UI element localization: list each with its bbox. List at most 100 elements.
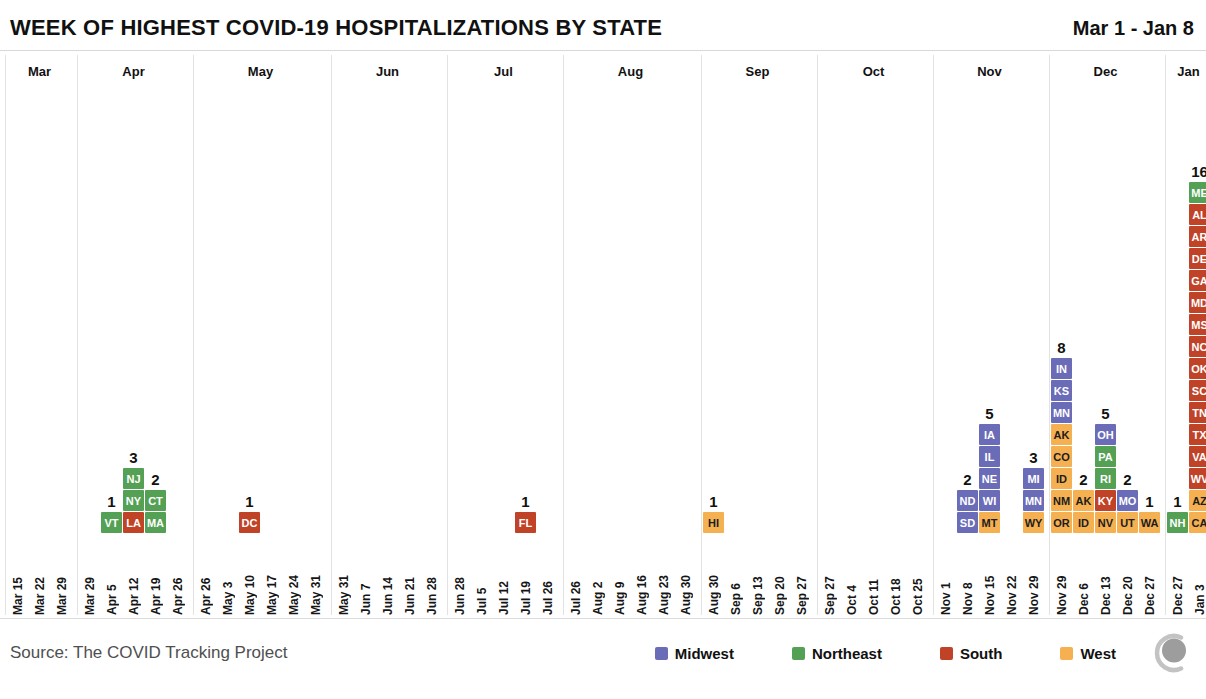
week-tick-zone: Aug 30: [675, 533, 696, 615]
month-label: Sep: [703, 55, 812, 85]
week-tick-label: May 10: [243, 540, 257, 615]
state-square-nv: NV: [1095, 512, 1116, 533]
week-tick-zone: Sep 27: [819, 533, 840, 615]
column-plot: [907, 85, 928, 533]
state-square-ky: KY: [1095, 490, 1116, 511]
chart-footer: Source: The COVID Tracking Project Midwe…: [0, 619, 1206, 674]
week-column: Jun 14: [377, 85, 398, 615]
week-columns: Mar 15 Mar 22Mar 29: [7, 85, 72, 615]
legend-label: Northeast: [812, 645, 882, 662]
week-columns: Apr 26May 31DCMay 10May 17May 24May 31: [195, 85, 326, 615]
week-tick-label: May 31: [337, 540, 351, 615]
column-plot: 3NJNYLA: [123, 85, 144, 533]
week-tick-zone: Mar 29: [51, 533, 72, 615]
column-plot: 1FL: [515, 85, 536, 533]
week-tick-zone: Sep 20: [769, 533, 790, 615]
timeline-chart: MarMar 15Mar 22Mar 29AprMar 291VTApr 53N…: [0, 51, 1206, 615]
week-tick-zone: Nov 15: [979, 533, 1000, 615]
week-tick-label: Jul 26: [569, 540, 583, 615]
week-column: 8INKSMNAKCOIDNMORNov 29: [1051, 85, 1072, 615]
column-plot: [305, 85, 326, 533]
week-tick-label: Sep 27: [823, 540, 837, 615]
week-column: Jun 7: [355, 85, 376, 615]
week-column: 5OHPARIKYNVDec 13: [1095, 85, 1116, 615]
week-tick-zone: Oct 4: [841, 533, 862, 615]
state-square-ut: UT: [1117, 512, 1138, 533]
week-tick-zone: May 3: [217, 533, 238, 615]
month-panel-oct: OctSep 27Oct 4Oct 11Oct 18Oct 25: [817, 55, 929, 615]
state-square-oh: OH: [1095, 424, 1116, 445]
column-count-label: 5: [985, 404, 993, 423]
column-plot: 3MIMNWY: [1023, 85, 1044, 533]
region-legend: MidwestNortheastSouthWest: [655, 645, 1116, 662]
week-tick-label: Apr 26: [171, 540, 185, 615]
state-square-ar: AR: [1189, 226, 1206, 247]
month-label: Dec: [1051, 55, 1160, 85]
month-label: Jun: [333, 55, 442, 85]
week-tick-label: May 17: [265, 540, 279, 615]
legend-swatch-south: [940, 647, 953, 660]
month-panel-may: MayApr 26May 31DCMay 10May 17May 24May 3…: [193, 55, 327, 615]
column-plot: [791, 85, 812, 533]
week-column: May 31: [305, 85, 326, 615]
state-square-ny: NY: [123, 490, 144, 511]
column-count-label: 1: [1145, 492, 1153, 511]
column-plot: [7, 85, 28, 533]
week-tick-zone: Jan 3: [1189, 533, 1206, 615]
week-tick-zone: Jul 19: [515, 533, 536, 615]
week-column: Oct 25: [907, 85, 928, 615]
week-column: 1WADec 27: [1139, 85, 1160, 615]
column-count-label: 1: [709, 492, 717, 511]
column-plot: [283, 85, 304, 533]
week-tick-zone: Jun 7: [355, 533, 376, 615]
week-tick-label: Nov 29: [1055, 540, 1069, 615]
week-column: Sep 27: [819, 85, 840, 615]
state-square-ct: CT: [145, 490, 166, 511]
week-tick-label: Dec 27: [1143, 540, 1157, 615]
column-count-label: 2: [963, 470, 971, 489]
week-tick-label: May 31: [309, 540, 323, 615]
week-tick-label: Dec 6: [1077, 540, 1091, 615]
week-column: Apr 26: [195, 85, 216, 615]
week-tick-zone: Jun 28: [421, 533, 442, 615]
column-plot: 2CTMA: [145, 85, 166, 533]
date-range-label: Mar 1 - Jan 8: [1073, 17, 1194, 40]
state-square-ak: AK: [1073, 490, 1094, 511]
week-tick-zone: Dec 13: [1095, 533, 1116, 615]
week-column: Oct 11: [863, 85, 884, 615]
column-plot: [609, 85, 630, 533]
month-label: May: [195, 55, 326, 85]
week-tick-zone: Mar 15: [7, 533, 28, 615]
week-column: May 31: [333, 85, 354, 615]
state-square-mt: MT: [979, 512, 1000, 533]
week-column: Jun 21: [399, 85, 420, 615]
week-tick-zone: Jul 5: [471, 533, 492, 615]
week-column: Aug 2: [587, 85, 608, 615]
week-tick-zone: Mar 22: [29, 533, 50, 615]
week-columns: 1NHDec 2716MEALARDEGAMDMSNCOKSCTNTXVAWVA…: [1167, 85, 1206, 615]
week-columns: Nov 12NDSDNov 85IAILNEWIMTNov 15Nov 223M…: [935, 85, 1044, 615]
chart-header: WEEK OF HIGHEST COVID-19 HOSPITALIZATION…: [0, 0, 1206, 51]
week-tick-zone: Apr 5: [101, 533, 122, 615]
week-tick-zone: May 10: [239, 533, 260, 615]
week-tick-label: Oct 4: [845, 540, 859, 615]
week-tick-label: Mar 15: [11, 540, 25, 615]
column-plot: [355, 85, 376, 533]
page-title: WEEK OF HIGHEST COVID-19 HOSPITALIZATION…: [10, 15, 662, 41]
week-column: 1HIAug 30: [703, 85, 724, 615]
week-tick-zone: Sep 6: [725, 533, 746, 615]
column-plot: [449, 85, 470, 533]
week-columns: Mar 291VTApr 53NJNYLAApr 122CTMAApr 19Ap…: [79, 85, 188, 615]
state-square-il: IL: [979, 446, 1000, 467]
state-square-nm: NM: [1051, 490, 1072, 511]
state-square-ma: MA: [145, 512, 166, 533]
column-plot: [653, 85, 674, 533]
week-tick-zone: Nov 1: [935, 533, 956, 615]
week-column: Aug 16: [631, 85, 652, 615]
week-column: Oct 18: [885, 85, 906, 615]
week-column: 2MOUTDec 20: [1117, 85, 1138, 615]
week-tick-zone: Jun 14: [377, 533, 398, 615]
column-plot: 2MOUT: [1117, 85, 1138, 533]
column-plot: 1DC: [239, 85, 260, 533]
legend-label: West: [1080, 645, 1116, 662]
